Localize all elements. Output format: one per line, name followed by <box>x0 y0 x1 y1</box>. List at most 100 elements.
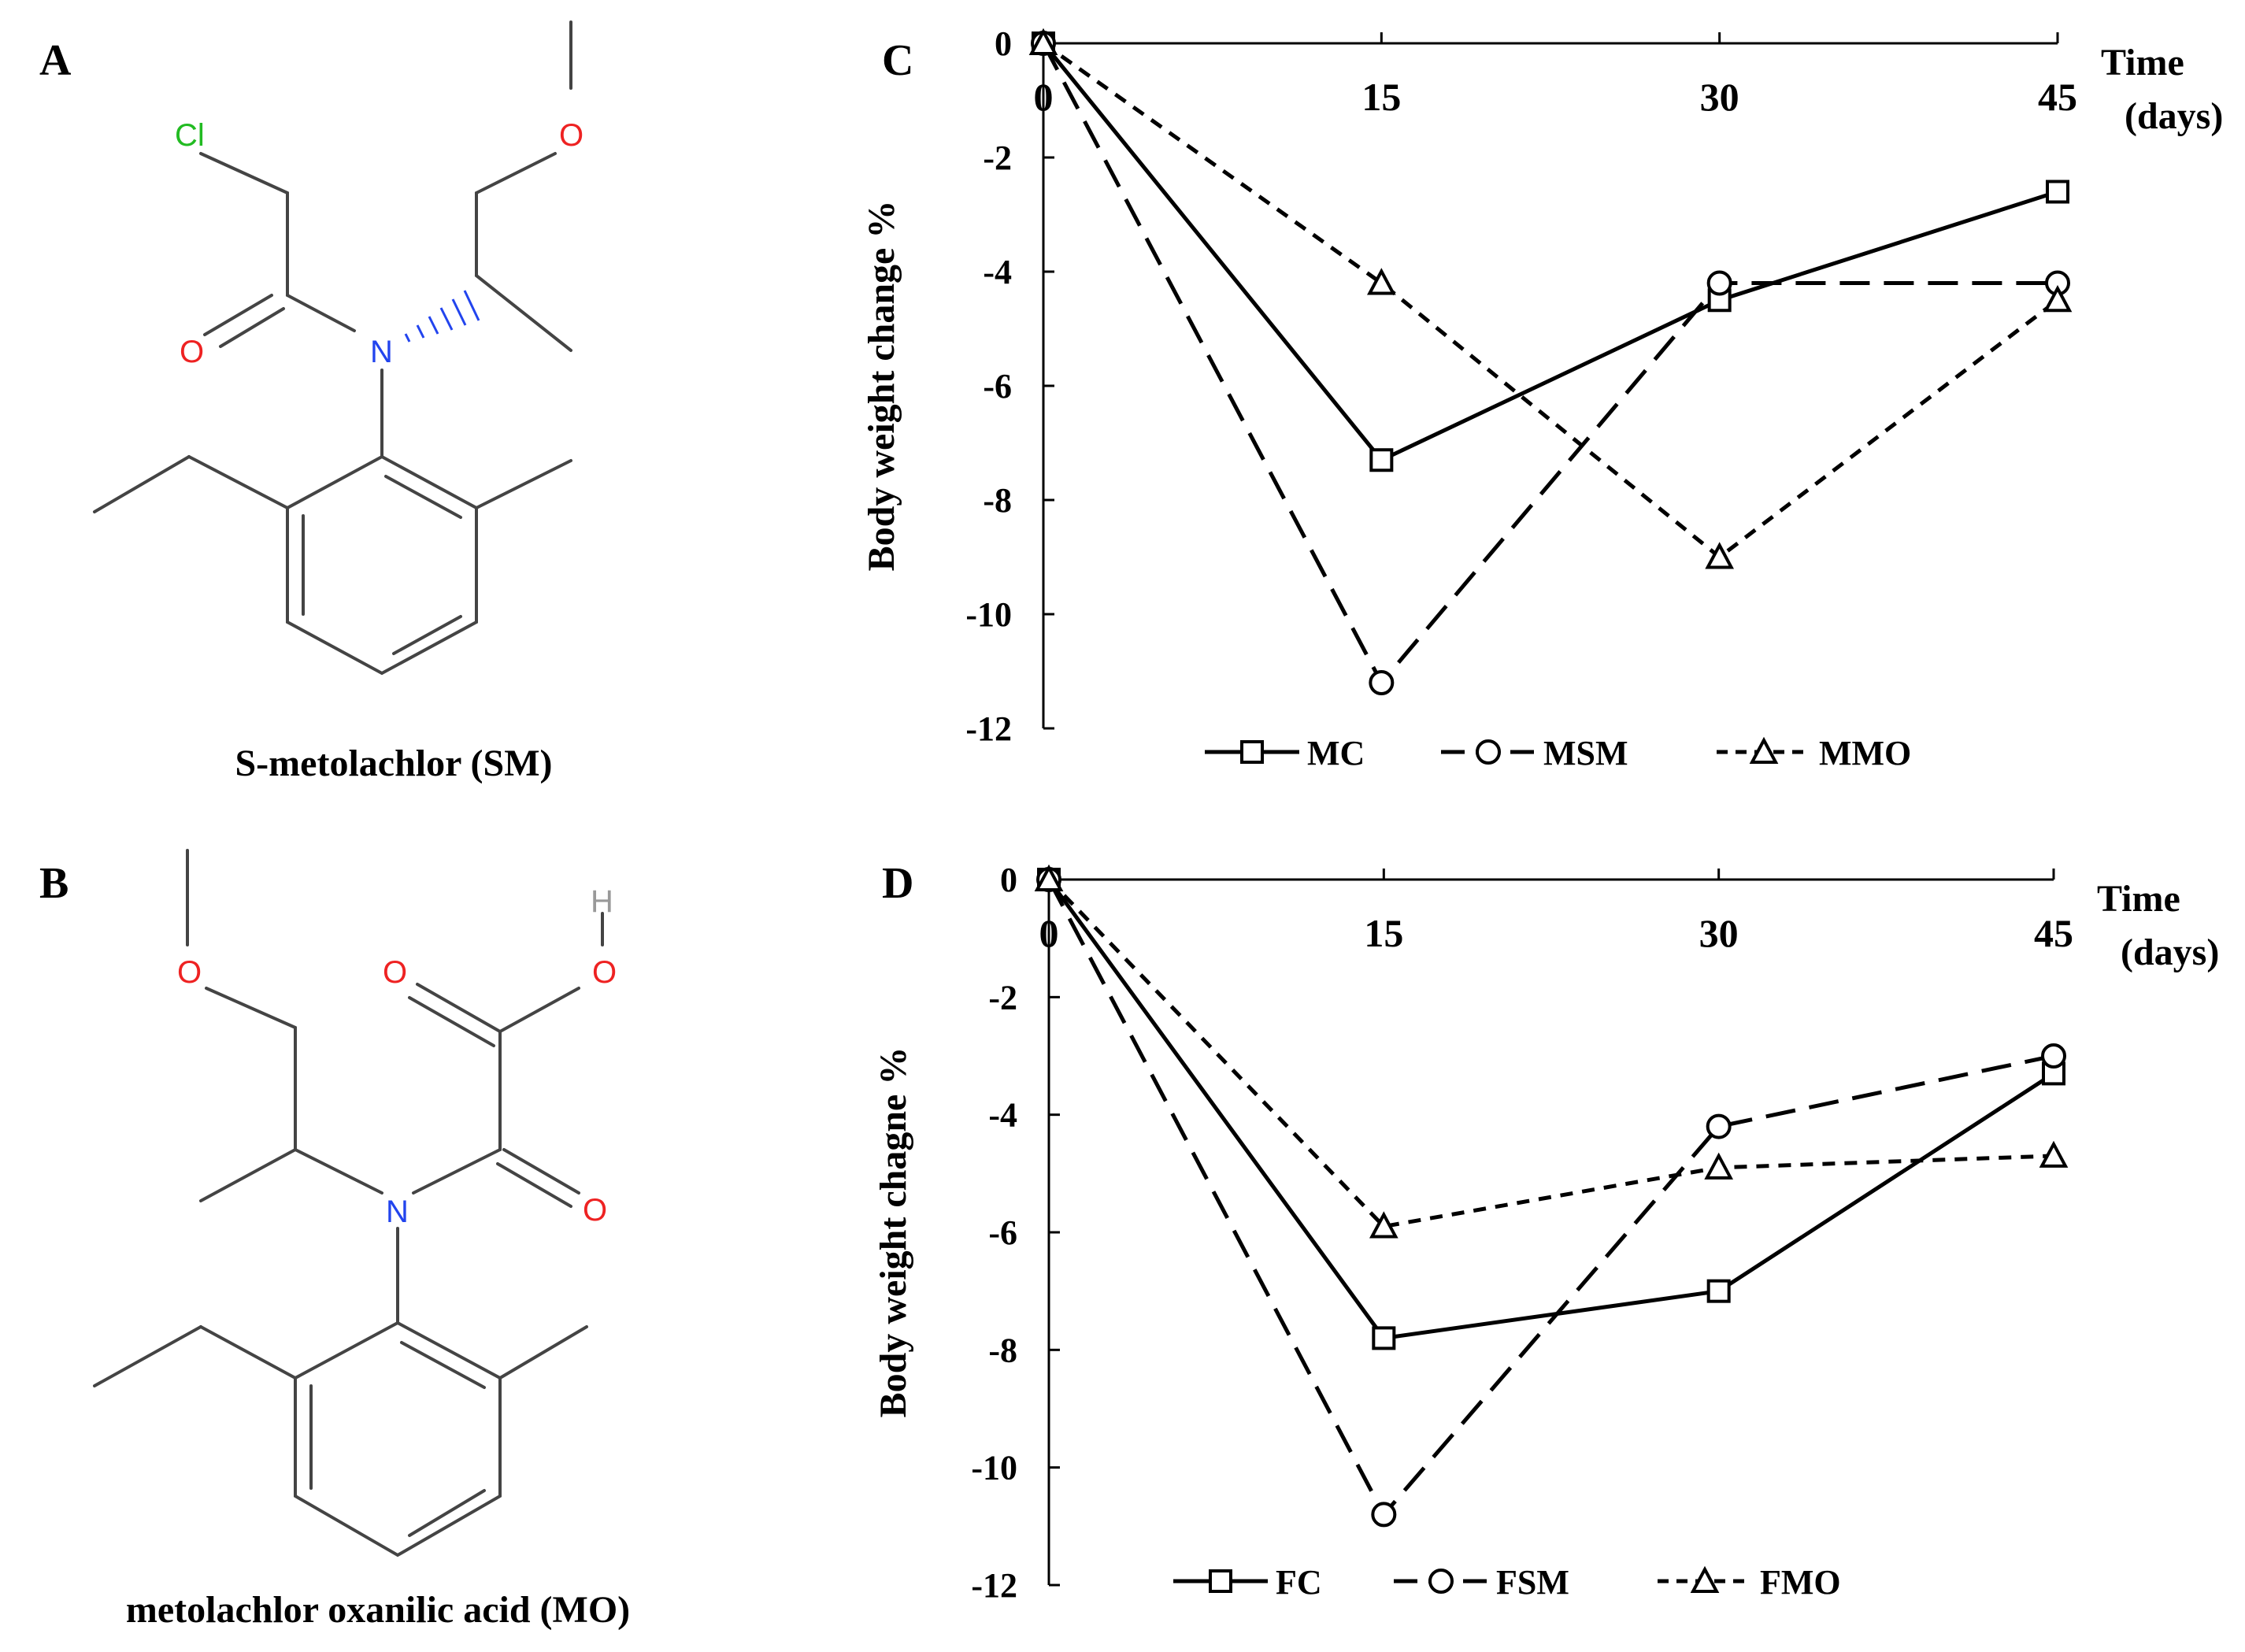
chart-d-y-tick-label: -8 <box>988 1331 1017 1369</box>
legend-fsm-marker <box>1428 1569 1454 1594</box>
panel-c: C 0 15 30 45 0 -2 -4 -6 -8 -10 -12 Time (days) Body w… <box>861 24 2223 772</box>
sm-structure <box>93 20 572 676</box>
chart-c-y-title: Body weight change % <box>861 201 902 572</box>
chart-c-y-tick-label: -10 <box>965 595 1012 634</box>
sm-hashed-wedge <box>404 290 480 343</box>
sm-ring-double-1 <box>384 475 462 519</box>
sm-atom-nitrogen: N <box>370 335 393 369</box>
sm-bond-c-o-double-1 <box>203 294 273 336</box>
series-fc-point <box>1372 1326 1396 1350</box>
chart-c-y-tick-label: -8 <box>983 481 1012 520</box>
chart-d-y-tick-label: -6 <box>988 1213 1017 1252</box>
chart-c-x-tick-label: 45 <box>2038 75 2077 119</box>
panel-a-letter: A <box>39 36 72 85</box>
legend-fsm-label: FSM <box>1496 1563 1569 1602</box>
legend-fc-label: FC <box>1276 1563 1322 1602</box>
sm-caption: S-metolachlor (SM) <box>235 743 552 784</box>
series-fsm-point <box>1706 1113 1732 1139</box>
chart-c-y-tick-label: -6 <box>983 367 1012 406</box>
sm-atom-chlorine: Cl <box>175 118 205 153</box>
legend-mc-label: MC <box>1307 734 1365 772</box>
series-msm-point <box>1369 670 1395 695</box>
series-msm-line <box>1041 42 2058 687</box>
mo-bond-ch-n <box>294 1148 383 1195</box>
mo-bond-n-c <box>412 1148 502 1195</box>
series-fmo-point <box>2039 1140 2069 1168</box>
chart-d-x-title-line2: (days) <box>2121 932 2219 973</box>
legend-msm-label: MSM <box>1543 734 1628 772</box>
mo-bond-acid-double-b <box>408 996 495 1047</box>
mo-ring-double-1 <box>400 1341 486 1389</box>
sm-bond-c-o-double-2 <box>219 307 285 348</box>
sm-bond-o-ch2 <box>475 152 557 194</box>
mo-bond-c-o-double-b <box>496 1162 572 1208</box>
legend-fc-marker <box>1209 1569 1232 1593</box>
legend-fmo-marker <box>1690 1565 1720 1593</box>
mo-bond-ring-ch2 <box>199 1325 297 1380</box>
mo-atom-o-amide: O <box>583 1193 607 1228</box>
chart-c-x-tick-label: 0 <box>1034 75 1054 119</box>
series-fc-point <box>1706 1279 1731 1303</box>
chart-d-y-tick-label: 0 <box>1000 861 1017 899</box>
mo-atom-o-acid-double: O <box>383 955 407 990</box>
chart-c-x-tick-label: 30 <box>1700 75 1739 119</box>
chart-d-x-tick-label: 45 <box>2034 911 2073 955</box>
chart-c-y-tick-label: -4 <box>983 253 1012 291</box>
chart-d-x-tick-label: 15 <box>1364 911 1403 955</box>
chart-d-x-tick-label: 30 <box>1699 911 1739 955</box>
chart-c-x-title-line2: (days) <box>2125 95 2223 137</box>
sm-bond-cl-ch2 <box>199 152 289 194</box>
mo-bond-c-o-double-a <box>502 1148 580 1195</box>
series-mmo-point <box>1705 542 1735 569</box>
chart-c-x-tick-label: 15 <box>1361 75 1401 119</box>
series-mc-point <box>1369 448 1394 472</box>
panel-c-letter: C <box>882 36 913 85</box>
mo-atom-o-acid-hydroxyl: O <box>592 955 617 990</box>
chart-d-x-tick-label: 0 <box>1039 911 1059 955</box>
legend-mmo-marker <box>1749 736 1779 764</box>
series-fsm-line <box>1047 878 2054 1518</box>
panel-d-letter: D <box>882 859 913 908</box>
mo-bond-ch-methyl <box>199 1148 297 1202</box>
mo-bond-o-ch2 <box>205 987 297 1029</box>
legend-msm-marker <box>1476 739 1501 765</box>
chart-d-y-title: Body weight chagne % <box>872 1047 914 1418</box>
chart-c-y-tick-label: 0 <box>995 24 1012 63</box>
mo-atom-hydrogen: H <box>591 884 613 919</box>
sm-atom-o-methoxy: O <box>559 118 583 153</box>
series-mmo-line <box>1042 41 2059 560</box>
panel-a: A <box>39 20 583 784</box>
chart-d-y-tick-label: -4 <box>988 1096 1017 1135</box>
series-fmo-point <box>1704 1152 1734 1180</box>
legend-fmo-label: FMO <box>1760 1563 1841 1602</box>
series-fc-line <box>1047 878 2055 1341</box>
chart-c-x-title-line1: Time <box>2101 42 2184 83</box>
panel-d: D 0 15 30 45 0 -2 -4 -6 -8 -10 -12 Time (days) Body w… <box>872 859 2219 1605</box>
series-fmo-line <box>1047 878 2054 1229</box>
mo-structure <box>93 849 604 1558</box>
chart-c-y-tick-label: -12 <box>965 709 1012 748</box>
sm-bond-ring-ch2 <box>187 455 289 509</box>
sm-atom-o-carbonyl: O <box>180 335 204 369</box>
mo-bond-acid-double-a <box>416 983 502 1033</box>
series-mc-line <box>1042 42 2058 463</box>
chart-c-y-tick-label: -2 <box>983 139 1012 177</box>
mo-ring-double-3 <box>408 1489 486 1537</box>
mo-benzene-ring <box>294 1320 502 1558</box>
mo-atom-nitrogen: N <box>386 1195 409 1229</box>
mo-bond-ring-methyl <box>498 1325 588 1380</box>
legend-mmo-label: MMO <box>1819 734 1911 772</box>
chart-d-y-tick-label: -10 <box>971 1449 1017 1487</box>
sm-bond-ethyl-ch3 <box>93 455 191 513</box>
series-fsm-point <box>1371 1502 1397 1528</box>
series-msm-point <box>1706 270 1732 296</box>
panel-b: B H <box>39 849 630 1631</box>
mo-bond-ethyl-ch3 <box>93 1325 202 1387</box>
panel-b-letter: B <box>39 859 69 908</box>
series-fsm-point <box>2041 1043 2066 1069</box>
mo-bond-c-oh <box>498 987 580 1033</box>
series-fmo-point <box>1034 864 1064 891</box>
chart-d-y-tick-label: -2 <box>988 978 1017 1017</box>
sm-benzene-ring <box>286 454 478 676</box>
